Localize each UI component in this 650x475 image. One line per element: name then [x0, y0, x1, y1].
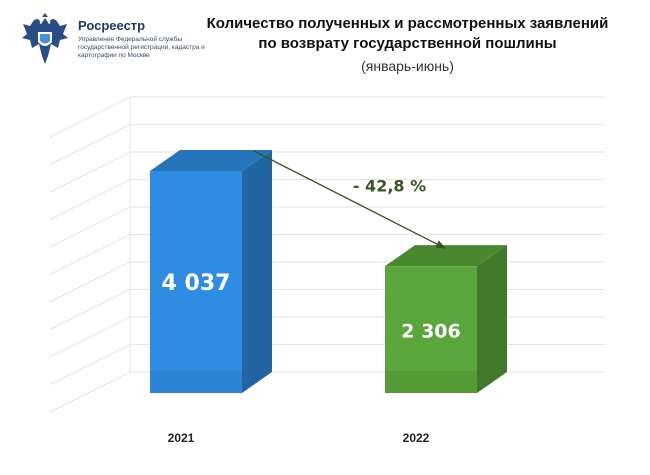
bar-value-label: 2 306 — [401, 321, 461, 343]
grid-line-side — [49, 316, 131, 358]
bar-side-2021 — [242, 149, 272, 393]
logo-subtitle: Управление Федеральной службы государств… — [78, 36, 205, 59]
bar-base-2021 — [150, 371, 242, 393]
chart-bars — [150, 149, 507, 393]
grid-line-side — [49, 261, 131, 303]
grid-line-side — [49, 179, 131, 220]
rosreestr-logo: Росреестр Управление Федеральной службы … — [20, 12, 210, 72]
grid-line-side — [49, 96, 131, 138]
bar-front-2021 — [150, 170, 242, 393]
change-arrow — [253, 150, 446, 249]
chart-title: Количество полученных и рассмотренных за… — [170, 14, 645, 54]
bar-base-2022 — [385, 371, 477, 393]
logo-name: Росреестр — [78, 18, 146, 33]
change-label: - 42,8 % — [353, 177, 426, 196]
x-tick-label: 2022 — [403, 431, 430, 445]
grid-line-side — [49, 289, 131, 330]
bar-value-label: 4 037 — [162, 271, 231, 296]
grid-line-side — [49, 344, 131, 385]
bar-top-2022 — [385, 245, 507, 267]
chart-title-line-1: Количество полученных и рассмотренных за… — [206, 15, 609, 32]
chart-title-line-2: по возврату государственной пошлины — [258, 35, 557, 52]
double-headed-eagle-emblem-icon — [22, 13, 68, 64]
chart-grid — [49, 96, 605, 413]
grid-line-side — [49, 206, 131, 248]
grid-line-side — [49, 151, 131, 193]
x-tick-label: 2021 — [168, 431, 195, 445]
chart-labels: 4 037 2021 2 306 2022 — [162, 271, 461, 445]
grid-line-side — [49, 234, 131, 275]
chart-subtitle: (январь-июнь) — [361, 58, 454, 74]
grid-line-side — [49, 371, 131, 413]
bar-top-2021 — [150, 149, 272, 171]
bar-side-2022 — [477, 245, 507, 393]
grid-line-side — [49, 124, 131, 165]
